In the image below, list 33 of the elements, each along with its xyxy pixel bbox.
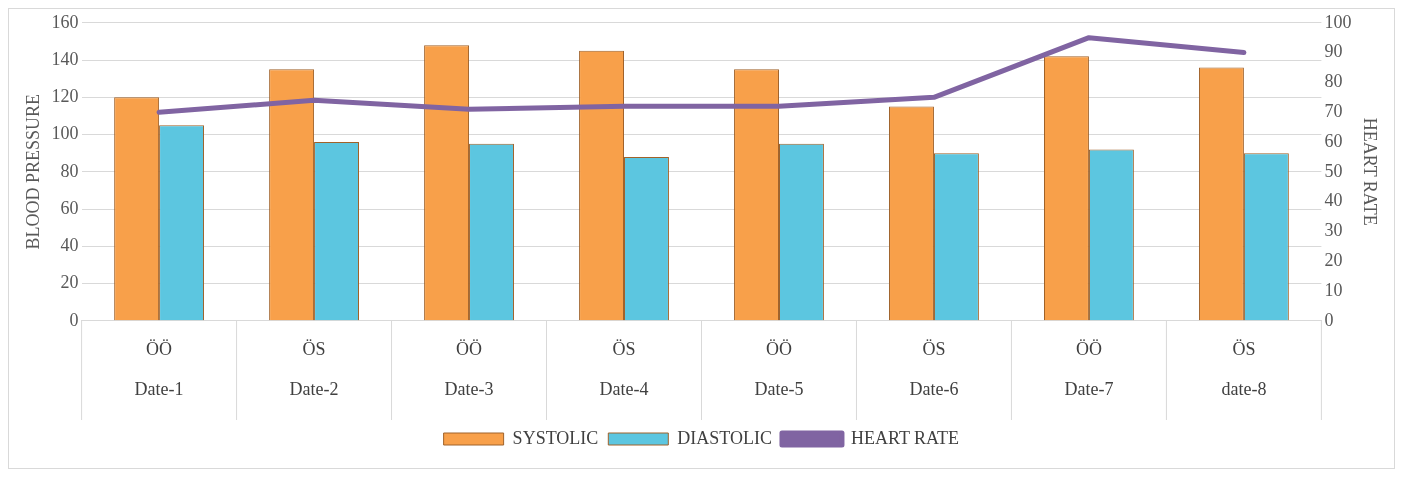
x-tick-label: ÖS Date-2 bbox=[289, 339, 339, 399]
y2-tick-label: 90 bbox=[1324, 41, 1343, 62]
y-tick-label: 0 bbox=[69, 309, 79, 330]
x-tick-label: ÖÖ Date-1 bbox=[134, 339, 184, 399]
x-tick-label: ÖÖ Date-3 bbox=[444, 339, 494, 399]
legend-label: HEART RATE bbox=[850, 427, 960, 448]
y2-tick-label: 30 bbox=[1324, 220, 1343, 241]
y-tick-label: 20 bbox=[60, 272, 79, 293]
legend-label: DIASTOLIC bbox=[677, 427, 772, 448]
y-tick-label: 140 bbox=[51, 48, 79, 69]
y-tick-label: 120 bbox=[51, 86, 79, 107]
y2-tick-label: 100 bbox=[1324, 11, 1352, 32]
y2-tick-label: 20 bbox=[1324, 249, 1343, 270]
x-tick-label: ÖS date-8 bbox=[1221, 339, 1267, 399]
y2-tick-label: 60 bbox=[1324, 130, 1343, 151]
y2-axis-title: HEART RATE bbox=[1360, 117, 1381, 226]
x-tick-label: ÖÖ Date-7 bbox=[1064, 339, 1114, 399]
y2-tick-label: 50 bbox=[1324, 160, 1343, 181]
x-tick-label: ÖÖ Date-5 bbox=[754, 339, 804, 399]
y-tick-label: 40 bbox=[60, 235, 79, 256]
legend-label: SYSTOLIC bbox=[512, 427, 599, 448]
y2-tick-label: 0 bbox=[1324, 309, 1334, 330]
y2-tick-label: 40 bbox=[1324, 190, 1343, 211]
y2-tick-label: 10 bbox=[1324, 279, 1343, 300]
y-tick-label: 60 bbox=[60, 197, 79, 218]
y-tick-label: 160 bbox=[51, 11, 79, 32]
y-tick-label: 80 bbox=[60, 160, 79, 181]
x-tick-label: ÖS Date-4 bbox=[599, 339, 649, 399]
y2-tick-label: 70 bbox=[1324, 100, 1343, 121]
x-tick-label: ÖS Date-6 bbox=[909, 339, 959, 399]
y2-tick-label: 80 bbox=[1324, 71, 1343, 92]
y-tick-label: 100 bbox=[51, 123, 79, 144]
y-axis-title: BLOOD PRESSURE bbox=[22, 94, 43, 250]
